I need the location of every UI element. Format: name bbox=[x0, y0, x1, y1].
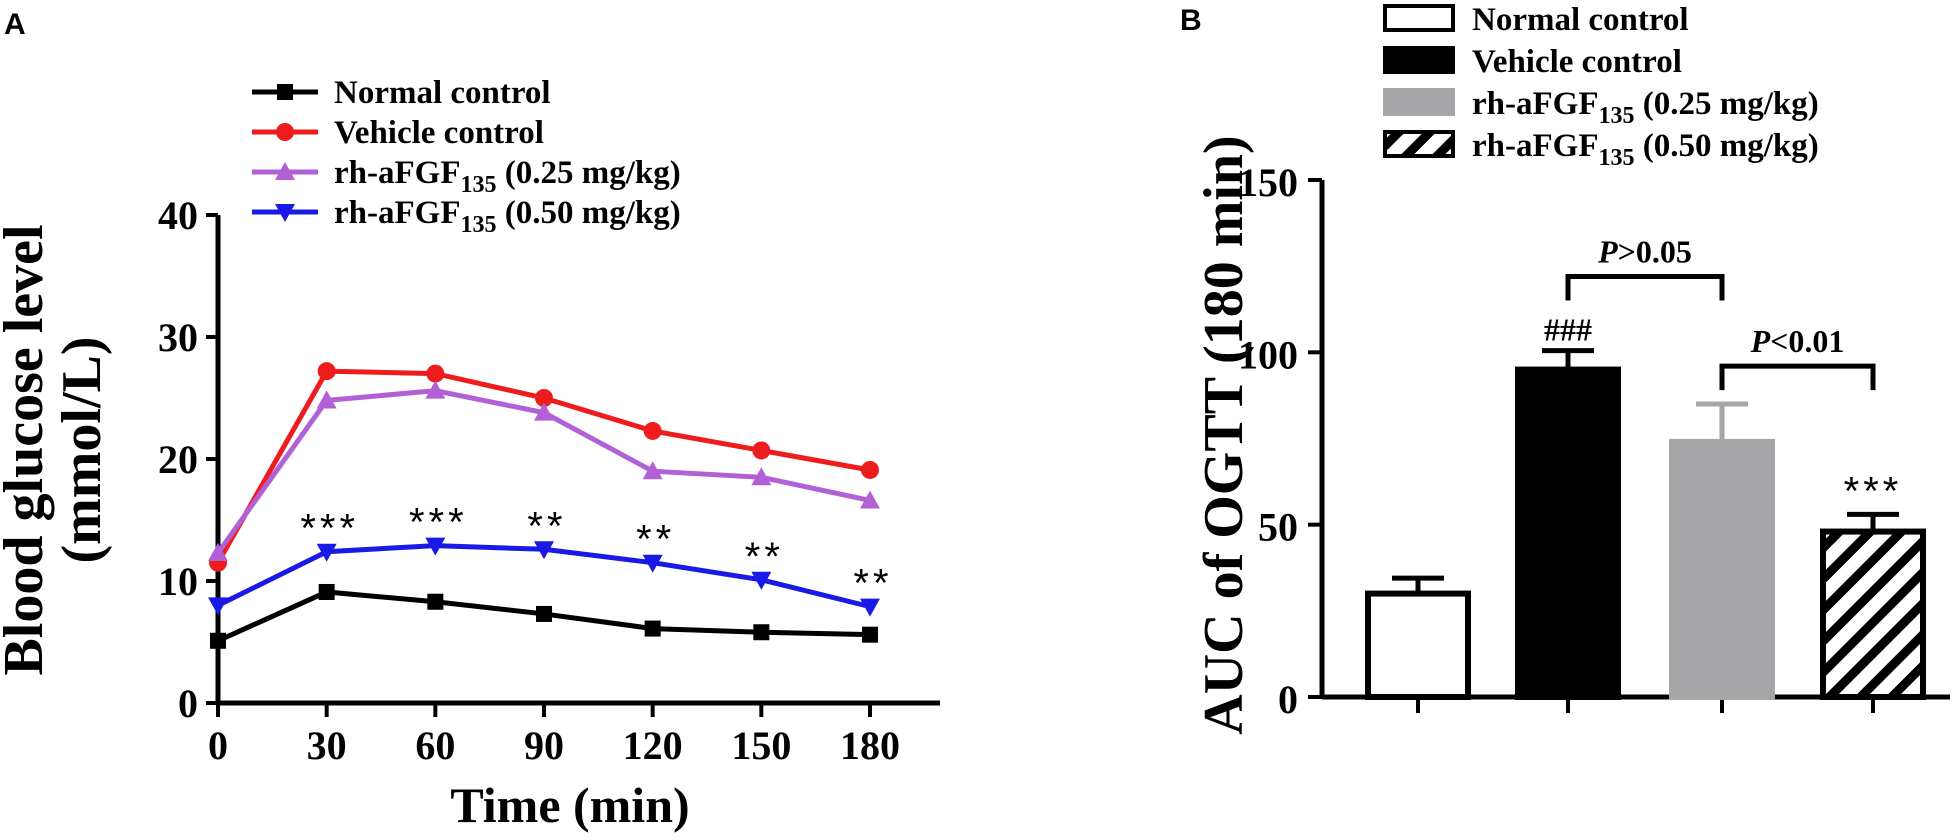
panel-b-significance-label: *** bbox=[1844, 469, 1903, 513]
panel-b-legend-swatch bbox=[1383, 4, 1455, 32]
panel-a-x-tick-label: 150 bbox=[731, 723, 791, 768]
panel-a-significance-stars: *** bbox=[300, 507, 359, 551]
panel-a-data-point bbox=[643, 421, 662, 440]
panel-a-data-point bbox=[751, 467, 772, 486]
panel-a-axes: 0 10 20 30 40 0 30 60 90 120 150 180 bbox=[158, 193, 940, 768]
panel-a-legend-label: rh-aFGF135 (0.25 mg/kg) bbox=[334, 155, 681, 198]
panel-a-y-tick-label: 30 bbox=[158, 315, 198, 360]
panel-b-bar bbox=[1515, 366, 1621, 700]
panel-b-bar bbox=[1365, 590, 1471, 700]
panel-a-data-point bbox=[751, 571, 772, 590]
panel-b-legend-swatch bbox=[1383, 88, 1455, 116]
panel-a-y-tick-label: 40 bbox=[158, 193, 198, 238]
panel-a-significance-stars: ** bbox=[745, 535, 784, 579]
panel-b-significance-label: ### bbox=[1544, 312, 1592, 348]
panel-a-significance-stars: ** bbox=[636, 518, 675, 562]
panel-b-bars bbox=[1365, 348, 1926, 700]
panel-a-data-point bbox=[860, 598, 880, 617]
panel-a-data-point bbox=[427, 593, 444, 610]
panel-a-significance-stars: *** bbox=[409, 501, 468, 545]
panel-a-series bbox=[208, 362, 880, 649]
panel-a-data-point bbox=[318, 583, 335, 600]
panel-a-legend-marker bbox=[275, 162, 295, 180]
panel-a-data-point bbox=[317, 362, 336, 381]
panel-a-x-tick-label: 120 bbox=[623, 723, 683, 768]
panel-a-legend-label: Vehicle control bbox=[334, 115, 544, 151]
panel-a-x-tick-label: 90 bbox=[524, 723, 564, 768]
panel-b-legend: Normal control Vehicle control rh-aFGF135 … bbox=[1383, 2, 1819, 171]
panel-a-data-point bbox=[861, 460, 879, 479]
panel-b-legend-label: rh-aFGF135 (0.25 mg/kg) bbox=[1472, 86, 1819, 129]
panel-b-bar-chart: B 0 50 100 150 ### *** P>0.05 P<0.01 Normal co… bbox=[1180, 2, 1950, 735]
panel-b-comparison-bracket bbox=[1719, 363, 1876, 391]
panel-b-legend-label: Normal control bbox=[1472, 2, 1689, 38]
panel-a-data-point bbox=[208, 542, 228, 561]
panel-a-x-tick-label: 0 bbox=[208, 723, 228, 768]
panel-a-data-point bbox=[534, 541, 554, 560]
panel-b-y-axis-title: AUC of OGTT (180 min) bbox=[1193, 135, 1255, 734]
panel-b-y-tick-label: 150 bbox=[1238, 160, 1298, 205]
panel-a-significance: *** *** ** ** **** bbox=[300, 501, 892, 606]
panel-b-annotations: ### *** P>0.05 P<0.01 bbox=[1544, 234, 1903, 514]
panel-b-legend-label: rh-aFGF135 (0.50 mg/kg) bbox=[1472, 128, 1819, 171]
panel-a-x-axis-title: Time (min) bbox=[450, 777, 689, 833]
panel-a-data-point bbox=[642, 554, 663, 573]
panel-a-data-point bbox=[644, 620, 661, 637]
panel-a-significance-stars: ** bbox=[527, 504, 566, 548]
panel-a-y-axis-title-line1: Blood glucose level bbox=[0, 224, 55, 675]
panel-a-data-point bbox=[753, 624, 770, 641]
panel-a-y-tick-label: 0 bbox=[178, 681, 198, 726]
panel-a-data-point bbox=[642, 461, 663, 480]
panel-a-x-tick-label: 60 bbox=[415, 723, 455, 768]
panel-b-bar bbox=[1820, 528, 1926, 700]
panel-b-legend-swatch bbox=[1383, 130, 1455, 158]
panel-a-data-point bbox=[426, 364, 445, 383]
panel-a-legend-marker bbox=[276, 123, 294, 141]
panel-a-y-tick-label: 10 bbox=[158, 559, 198, 604]
panel-a-data-point bbox=[425, 537, 446, 556]
panel-b-legend-label: Vehicle control bbox=[1472, 44, 1682, 80]
panel-b-label: B bbox=[1180, 4, 1202, 37]
panel-b-legend-swatch bbox=[1383, 46, 1455, 74]
panel-a-significance-stars: ** bbox=[853, 562, 892, 606]
panel-a-data-point bbox=[425, 380, 446, 399]
panel-a-label: A bbox=[4, 8, 26, 41]
panel-a-data-point bbox=[752, 441, 771, 460]
panel-a-legend: Normal control Vehicle control rh-aFGF135 … bbox=[252, 75, 681, 238]
panel-a-legend-marker bbox=[275, 204, 295, 222]
panel-b-comparison-bracket bbox=[1565, 274, 1725, 301]
panel-a-data-point bbox=[316, 390, 337, 409]
panel-a-y-axis-title-line2: (mmol/L) bbox=[51, 336, 113, 563]
panel-a-x-tick-label: 30 bbox=[307, 723, 347, 768]
panel-a-data-point bbox=[534, 402, 554, 421]
panel-a-legend-label: rh-aFGF135 (0.50 mg/kg) bbox=[334, 195, 681, 238]
panel-b-comparison-label: P>0.05 bbox=[1597, 234, 1692, 270]
panel-b-y-tick-label: 100 bbox=[1238, 332, 1298, 377]
panel-a-data-point bbox=[316, 543, 337, 562]
panel-a-data-point bbox=[862, 626, 878, 643]
panel-b-y-tick-label: 50 bbox=[1258, 505, 1298, 550]
panel-a-y-tick-label: 20 bbox=[158, 437, 198, 482]
panel-a-legend-marker bbox=[277, 84, 293, 100]
panel-a-legend-label: Normal control bbox=[334, 75, 551, 111]
panel-b-comparison-label: P<0.01 bbox=[1750, 323, 1845, 359]
panel-a-data-point bbox=[210, 632, 226, 649]
panel-b-bar bbox=[1669, 438, 1775, 700]
panel-a-data-point bbox=[535, 389, 553, 407]
panel-b-y-tick-label: 0 bbox=[1278, 677, 1298, 722]
panel-a-x-tick-label: 180 bbox=[840, 723, 900, 768]
panel-a-data-point bbox=[208, 597, 228, 616]
panel-a-data-point bbox=[860, 490, 880, 509]
panel-a-data-point bbox=[536, 605, 552, 622]
